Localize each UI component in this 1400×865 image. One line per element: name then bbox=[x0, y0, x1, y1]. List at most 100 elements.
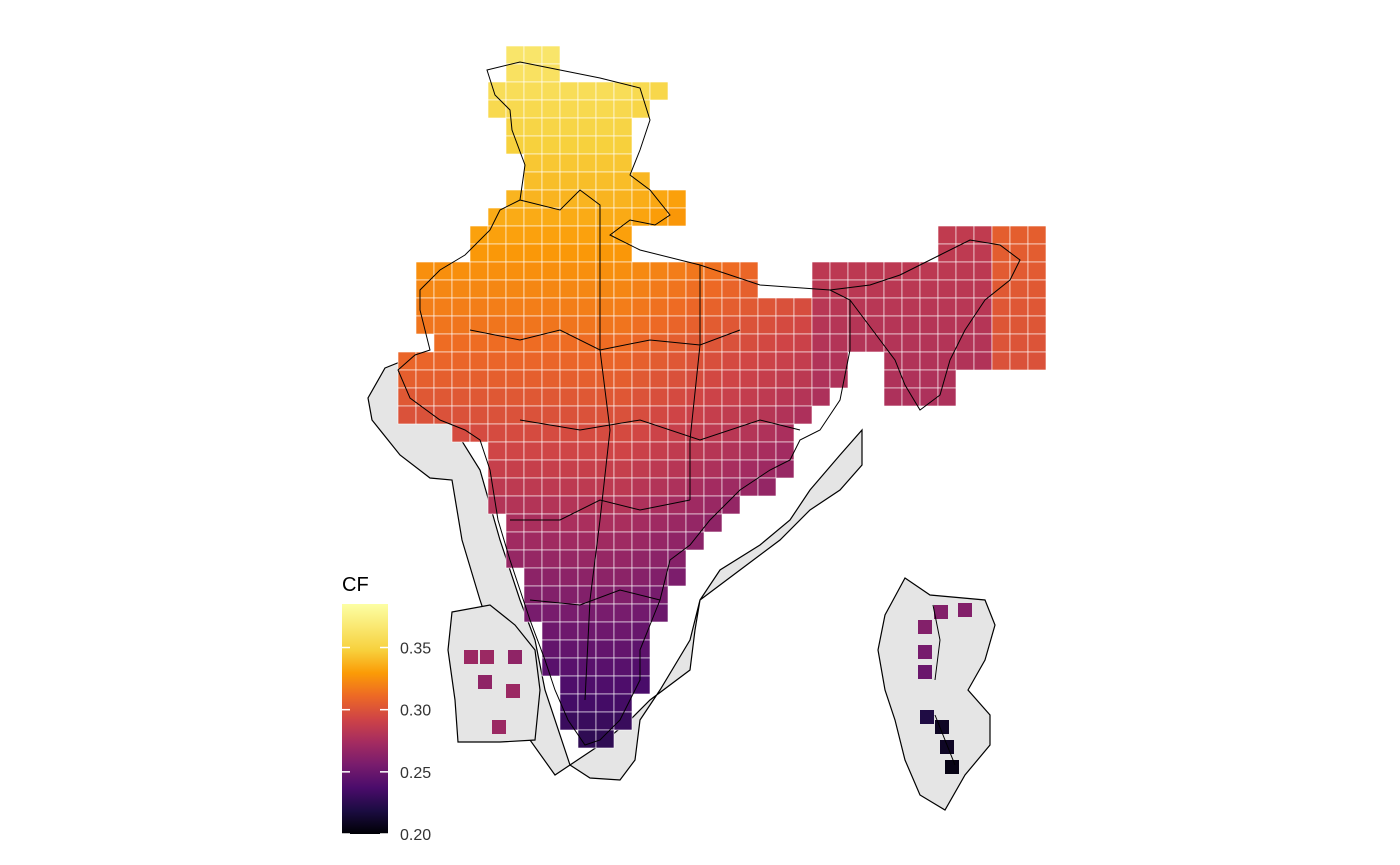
cf-cell bbox=[1027, 279, 1047, 299]
cf-cell bbox=[541, 45, 561, 65]
cf-cell bbox=[847, 315, 867, 335]
cf-cell bbox=[415, 351, 435, 371]
cf-cell bbox=[595, 153, 615, 173]
cf-cell bbox=[451, 297, 471, 317]
cf-cell bbox=[703, 513, 723, 533]
cf-cell bbox=[397, 369, 417, 389]
cf-cell bbox=[559, 639, 579, 659]
cf-cell bbox=[451, 405, 471, 425]
cf-cell-island bbox=[918, 620, 932, 634]
cf-cell bbox=[595, 621, 615, 641]
cf-cell bbox=[739, 459, 759, 479]
cf-cell bbox=[541, 207, 561, 227]
boundary-north-1 bbox=[519, 189, 601, 240]
cf-cell bbox=[487, 405, 507, 425]
cf-cell bbox=[505, 315, 525, 335]
cf-cell bbox=[541, 225, 561, 245]
cf-cell bbox=[739, 477, 759, 497]
cf-cell bbox=[667, 423, 687, 443]
cf-cell bbox=[631, 261, 651, 281]
cf-cell bbox=[559, 531, 579, 551]
cf-cell bbox=[649, 549, 669, 569]
capacity-factor-cells bbox=[397, 45, 1047, 774]
cf-cell bbox=[559, 675, 579, 695]
cf-cell bbox=[613, 675, 633, 695]
cf-cell bbox=[739, 261, 759, 281]
cf-cell bbox=[487, 387, 507, 407]
cf-cell bbox=[685, 513, 705, 533]
cf-cell bbox=[721, 351, 741, 371]
cf-cell bbox=[451, 351, 471, 371]
cf-cell bbox=[883, 369, 903, 389]
cf-cell bbox=[577, 513, 597, 533]
cf-cell bbox=[523, 225, 543, 245]
cf-cell bbox=[973, 243, 993, 263]
cf-cell bbox=[433, 315, 453, 335]
cf-cell bbox=[613, 657, 633, 677]
cf-cell bbox=[631, 189, 651, 209]
cf-cell bbox=[397, 405, 417, 425]
cf-cell bbox=[577, 207, 597, 227]
cf-cell bbox=[937, 261, 957, 281]
cf-cell-island bbox=[940, 740, 954, 754]
cf-cell bbox=[667, 513, 687, 533]
cf-cell bbox=[919, 351, 939, 371]
cf-cell bbox=[559, 135, 579, 155]
cf-cell bbox=[649, 279, 669, 299]
cf-cell bbox=[595, 405, 615, 425]
cf-cell bbox=[505, 369, 525, 389]
cf-cell bbox=[613, 135, 633, 155]
legend-tick-label: 0.35 bbox=[400, 641, 431, 658]
cf-cell bbox=[613, 621, 633, 641]
cf-cell bbox=[541, 369, 561, 389]
cf-cell bbox=[703, 369, 723, 389]
cf-cell bbox=[595, 225, 615, 245]
cf-cell bbox=[541, 297, 561, 317]
cf-cell bbox=[541, 459, 561, 479]
boundary-south-1 bbox=[529, 589, 661, 606]
cf-cell bbox=[991, 225, 1011, 245]
cf-cell bbox=[523, 315, 543, 335]
cf-cell bbox=[685, 495, 705, 515]
cf-cell bbox=[559, 585, 579, 605]
cf-cell bbox=[595, 675, 615, 695]
cf-cell bbox=[757, 441, 777, 461]
cf-cell bbox=[1009, 279, 1029, 299]
cf-cell bbox=[523, 495, 543, 515]
cf-cell bbox=[559, 261, 579, 281]
cf-cell bbox=[487, 243, 507, 263]
cf-cell-island bbox=[958, 603, 972, 617]
cf-cell bbox=[739, 315, 759, 335]
cf-cell bbox=[721, 423, 741, 443]
cf-cell bbox=[523, 513, 543, 533]
cf-cell bbox=[577, 495, 597, 515]
cf-cell bbox=[739, 279, 759, 299]
cf-cell bbox=[451, 369, 471, 389]
cf-cell bbox=[937, 333, 957, 353]
cf-cell bbox=[991, 333, 1011, 353]
cf-cell bbox=[757, 351, 777, 371]
cf-cell bbox=[541, 135, 561, 155]
cf-cell bbox=[505, 351, 525, 371]
cf-cell bbox=[631, 351, 651, 371]
cf-cell bbox=[559, 459, 579, 479]
cf-cell bbox=[559, 243, 579, 263]
cf-cell bbox=[541, 171, 561, 191]
cf-cell bbox=[541, 495, 561, 515]
cf-cell bbox=[505, 477, 525, 497]
cf-cell bbox=[955, 351, 975, 371]
cf-cell bbox=[919, 333, 939, 353]
cf-cell bbox=[541, 387, 561, 407]
offshore-zones bbox=[367, 357, 996, 811]
cf-cell bbox=[973, 333, 993, 353]
cf-cell bbox=[631, 495, 651, 515]
cf-cell bbox=[523, 81, 543, 101]
cf-cell bbox=[829, 351, 849, 371]
cf-cell bbox=[937, 243, 957, 263]
cf-cell bbox=[613, 297, 633, 317]
cf-cell bbox=[685, 315, 705, 335]
cf-cell bbox=[955, 279, 975, 299]
cf-cell bbox=[577, 351, 597, 371]
cf-cell bbox=[559, 117, 579, 137]
cf-cell bbox=[523, 387, 543, 407]
